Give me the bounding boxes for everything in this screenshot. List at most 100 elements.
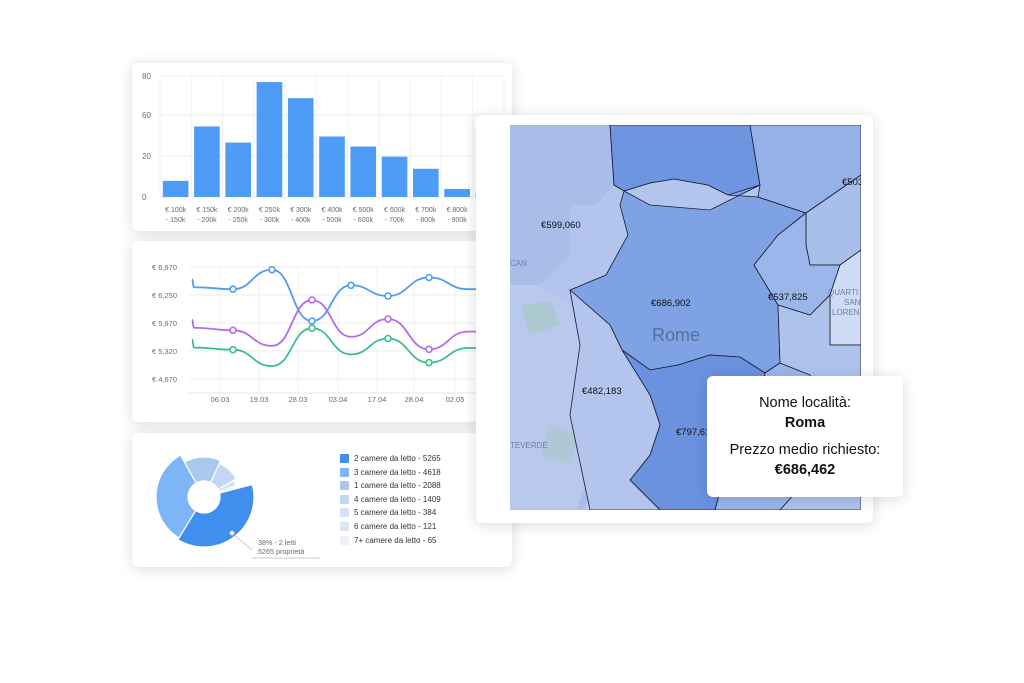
x-tick-label: 17.04 [368, 395, 387, 404]
data-point [384, 292, 392, 300]
x-tick-label: - 700k [385, 217, 405, 224]
histogram-bar [256, 82, 283, 197]
data-point [384, 315, 392, 323]
histogram-bar [412, 168, 439, 197]
legend-label: 6 camere da letto - 121 [354, 522, 437, 531]
x-tick-label: € 500k [353, 207, 375, 214]
place-label: CAN [510, 259, 527, 268]
x-tick-label: - 600k [354, 217, 374, 224]
y-tick-label: 80 [142, 72, 151, 81]
data-point [229, 326, 237, 335]
histogram-card: 0 20 60 80 € 100k - 150k € 150k - 200k € 200k - 2… [132, 63, 512, 231]
x-tick-label: € 700k [415, 207, 437, 214]
x-tick-label: - 900k [447, 217, 467, 224]
place-label: TEVERDE [510, 441, 548, 450]
histogram-bar [194, 126, 220, 197]
district-price-label: €797,61 [676, 427, 710, 438]
x-tick-label: 19.03 [250, 395, 269, 404]
histogram-bar [225, 142, 252, 197]
place-label: SAN [844, 298, 861, 307]
data-point [308, 296, 316, 304]
trend-line-chart-card: € 4,670 € 5,320 € 5,970 € 6,250 € 6,970 06.03… [132, 241, 512, 422]
legend-label: 5 camere da letto - 384 [354, 508, 437, 518]
donut-annotation: 5265 proprietà [258, 547, 304, 556]
price-histogram-chart: 0 20 60 80 € 100k - 150k € 150k - 200k € 200k - 2… [142, 72, 505, 224]
x-tick-label: € 200k [228, 207, 250, 214]
y-tick-label: 20 [142, 152, 151, 161]
legend-swatch [340, 535, 349, 545]
data-point [268, 265, 276, 274]
x-tick-label: 06.03 [211, 395, 230, 404]
price-value: €686,462 [774, 462, 836, 478]
x-tick-label: - 300k [260, 217, 280, 224]
legend-swatch [340, 467, 349, 477]
x-tick-label: 03.04 [329, 395, 348, 404]
x-tick-label: 28.03 [289, 395, 308, 404]
data-point [425, 358, 433, 367]
x-tick-label: € 300k [290, 207, 312, 214]
place-label: QUARTI [828, 288, 858, 297]
district-price-label: €686,902 [651, 298, 691, 309]
y-tick-label: € 4,670 [152, 375, 177, 384]
y-tick-label: € 5,970 [152, 319, 177, 328]
histogram-bar [287, 98, 314, 197]
data-point [384, 334, 392, 343]
x-tick-label: - 800k [416, 217, 436, 224]
x-tick-label: 02.05 [446, 395, 465, 404]
location-label: Nome località: [759, 395, 851, 411]
data-point [229, 345, 237, 354]
city-label: Rome [652, 325, 700, 345]
data-point [425, 273, 433, 282]
data-point [347, 281, 355, 290]
y-tick-label: € 6,250 [152, 291, 177, 300]
legend-label: 1 camere da letto - 2088 [354, 481, 441, 491]
price-trend-line-chart: € 4,670 € 5,320 € 5,970 € 6,250 € 6,970 06.03… [152, 263, 503, 404]
x-tick-label: € 100k [165, 207, 187, 214]
data-point [229, 285, 237, 293]
histogram-bar [444, 188, 470, 197]
y-tick-label: 60 [142, 111, 151, 120]
x-tick-label: - 150k [166, 217, 186, 224]
legend-label: 7+ camere da letto - 65 [354, 535, 437, 545]
district-price-label: €503 [842, 177, 861, 188]
legend-swatch [340, 494, 349, 504]
x-tick-label: € 800k [447, 207, 469, 214]
district-southwest [569, 288, 661, 510]
data-point [425, 345, 433, 354]
annotation-leader [231, 532, 253, 551]
x-tick-label: - 400k [291, 217, 311, 224]
legend-label: 2 camere da letto - 5265 [354, 454, 441, 463]
donut-slice [155, 454, 197, 539]
x-tick-label: € 600k [384, 207, 406, 214]
y-tick-label: 0 [142, 193, 147, 202]
legend-label: 3 camere da letto - 4618 [354, 467, 441, 477]
x-tick-label: - 200k [197, 217, 217, 224]
histogram-bar [381, 156, 408, 197]
legend-swatch [340, 508, 349, 518]
donut-slice [183, 456, 222, 484]
y-tick-label: € 5,320 [152, 347, 177, 356]
donut-annotation: 38% - 2 letti [258, 538, 296, 547]
location-value: Roma [784, 415, 826, 431]
district-price-label: €599,060 [541, 220, 581, 231]
legend-swatch [340, 522, 349, 531]
histogram-bar [319, 136, 345, 197]
legend-label: 4 camere da letto - 1409 [354, 494, 441, 504]
annotation-dot [229, 530, 235, 536]
x-tick-label: - 250k [228, 217, 248, 224]
bedroom-donut-card: 38% - 2 letti 5265 proprietà 2 camere da … [132, 433, 512, 567]
series-line [191, 299, 494, 351]
histogram-bar [350, 146, 377, 197]
location-tooltip: Nome località: Roma Prezzo medio richies… [707, 376, 903, 497]
price-label: Prezzo medio richiesto: [729, 442, 881, 458]
x-tick-label: 28.04 [405, 395, 424, 404]
data-point [308, 317, 316, 325]
place-label: LOREN [832, 308, 860, 317]
series-line [191, 268, 494, 322]
legend-swatch [340, 454, 349, 463]
district-price-label: €482,183 [582, 386, 622, 397]
donut-slice [177, 483, 255, 548]
x-tick-label: € 400k [321, 207, 343, 214]
y-tick-label: € 6,970 [152, 263, 177, 272]
